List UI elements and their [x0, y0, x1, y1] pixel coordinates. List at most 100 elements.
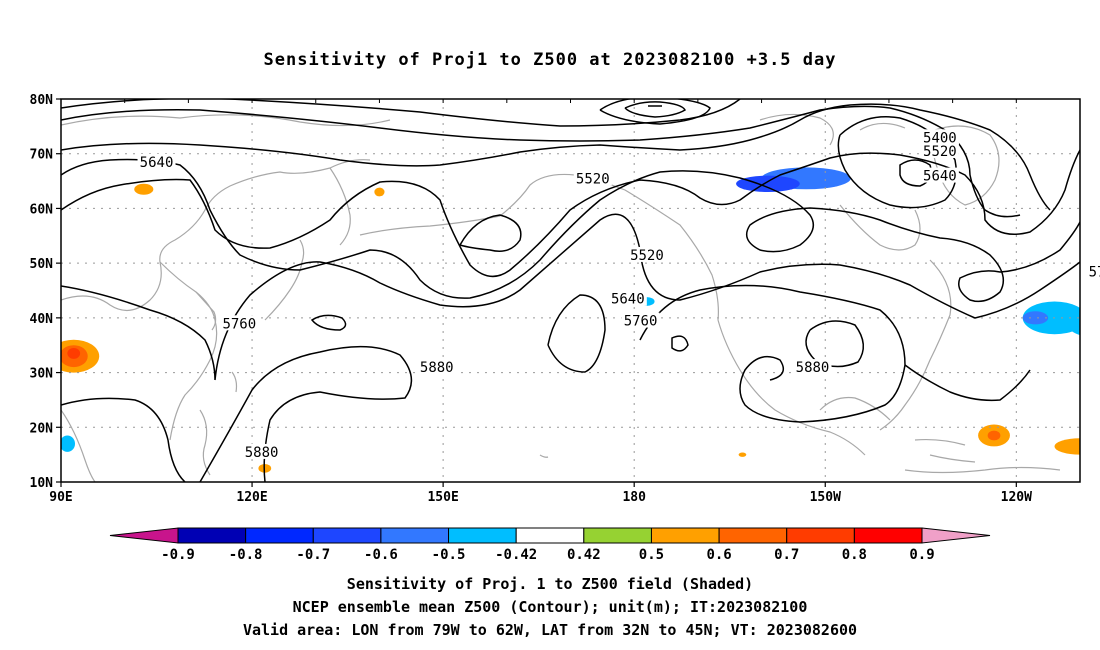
- coastline-north-america-west: [717, 319, 866, 456]
- contour-5880-caribbean: [904, 364, 1031, 402]
- shade-blob: [374, 187, 385, 197]
- shade-blob: [1022, 301, 1080, 335]
- coastline-aleutians: [359, 215, 501, 236]
- colorbar-bin: [312, 527, 382, 544]
- contour-label-bg: [793, 359, 832, 375]
- coastline-kamchatka: [329, 167, 351, 246]
- contour-label-bg: [417, 359, 456, 375]
- coastline-alaska: [499, 173, 719, 321]
- colorbar-label: 0.5: [639, 547, 664, 563]
- colorbar-bin: [380, 527, 450, 544]
- colorbar-label: -0.7: [296, 547, 330, 563]
- plot-background: [61, 99, 1080, 482]
- contour-5880-north-america: [639, 284, 906, 423]
- lat-tick-label: 20N: [30, 421, 54, 436]
- lon-tick-label: 150E: [427, 490, 458, 505]
- coastline-north-america-east: [879, 259, 952, 431]
- coastline-caribbean: [914, 438, 976, 463]
- contour-label-bg: [573, 170, 612, 186]
- colorbar-label: 0.6: [706, 547, 731, 563]
- contour-label: 5520: [576, 171, 610, 187]
- colorbar-bin: [515, 527, 585, 544]
- shade-blob: [1022, 311, 1049, 325]
- colorbar-label: 0.9: [909, 547, 934, 563]
- coastline-japan: [264, 239, 305, 321]
- lat-tick-label: 10N: [30, 476, 54, 491]
- colorbar-bin: [245, 527, 314, 544]
- contour-label: 5640: [140, 155, 174, 171]
- contour-5520-main: [61, 149, 1080, 278]
- contour-5520-north: [61, 103, 1051, 211]
- contour-5760-main: [61, 213, 1080, 381]
- colorbar-label: 0.42: [567, 547, 601, 563]
- lon-tick-label: 120E: [236, 490, 267, 505]
- coastline-hudson-bay: [839, 204, 921, 251]
- lat-tick-label: 60N: [30, 202, 54, 217]
- shade-blob: [67, 347, 81, 359]
- contour-label-bg: [1086, 263, 1100, 279]
- lon-tick-label: 120W: [1001, 490, 1032, 505]
- colorbar-label: -0.6: [364, 547, 398, 563]
- lat-tick-label: 30N: [30, 367, 54, 382]
- caption-valid-area: Valid area: LON from 79W to 62W, LAT fro…: [242, 621, 858, 639]
- chart-title: Sensitivity of Proj1 to Z500 at 20230821…: [263, 50, 837, 70]
- sensitivity-shading: [61, 167, 1080, 473]
- shade-blob: [738, 452, 747, 457]
- colorbar-label: -0.9: [161, 547, 195, 563]
- shade-blob: [134, 183, 154, 195]
- contour-label: 5640: [923, 169, 957, 185]
- contour-5880-cell-us: [805, 320, 864, 368]
- colorbar-bin: [718, 527, 788, 544]
- lat-tick-label: 40N: [30, 312, 54, 327]
- contour-label-bg: [920, 142, 959, 158]
- contour-label-bg: [627, 246, 666, 262]
- colorbar-label: 0.7: [774, 547, 799, 563]
- contour-label: 5880: [420, 360, 454, 376]
- contour-label-bg: [621, 312, 660, 328]
- colorbar-label: 0.8: [842, 547, 867, 563]
- colorbar-bin: [650, 527, 720, 544]
- contour-low-arctic-2: [624, 101, 686, 118]
- shade-blob: [61, 435, 76, 452]
- coastline-hawaii: [539, 454, 549, 458]
- contour-5280-north: [61, 99, 741, 127]
- contour-low-arctic-1: [599, 99, 711, 125]
- contour-label: 5640: [611, 292, 645, 308]
- colorbar-bin: [448, 527, 517, 544]
- contour-5760-small-cell: [310, 314, 347, 331]
- lon-tick-label: 180: [622, 490, 646, 505]
- contour-5400-main: [61, 105, 1021, 218]
- coastline-arctic-islands: [759, 113, 906, 146]
- plot-area: [61, 99, 1080, 482]
- contour-label: 5760: [222, 316, 256, 332]
- colorbar-high-triangle: [921, 527, 991, 544]
- z500-contours: [61, 99, 1080, 482]
- coastline-korea: [195, 291, 217, 331]
- coastline-east-asia: [61, 159, 371, 311]
- contour-label-bg: [220, 315, 259, 331]
- colorbar-label: -0.42: [495, 547, 537, 563]
- contour-5640-main: [61, 158, 1080, 303]
- captions: Sensitivity of Proj. 1 to Z500 field (Sh…: [0, 573, 1100, 642]
- contour-label-bg: [608, 290, 647, 306]
- coastline-india: [61, 409, 96, 482]
- contour-label-bg: [242, 443, 281, 459]
- contour-label-bg: [920, 129, 959, 145]
- colorbar-bin: [786, 527, 855, 544]
- coastline-taiwan: [231, 371, 238, 393]
- shade-blob: [1054, 438, 1080, 455]
- coastline-china-coast: [159, 261, 218, 441]
- contour-5520-pacific-cell: [459, 214, 522, 252]
- lat-tick-label: 50N: [30, 257, 54, 272]
- contour-label: 5520: [630, 248, 664, 264]
- contour-label: 5760: [624, 314, 658, 330]
- contour-5880-central-pacific: [547, 294, 606, 373]
- caption-contour: NCEP ensemble mean Z500 (Contour); unit(…: [292, 598, 808, 616]
- contour-label: 5760: [1089, 264, 1100, 280]
- contour-label: 5880: [245, 445, 279, 461]
- coastline-philippines: [199, 409, 211, 476]
- shade-blob: [736, 175, 800, 193]
- shade-blob: [987, 430, 1001, 441]
